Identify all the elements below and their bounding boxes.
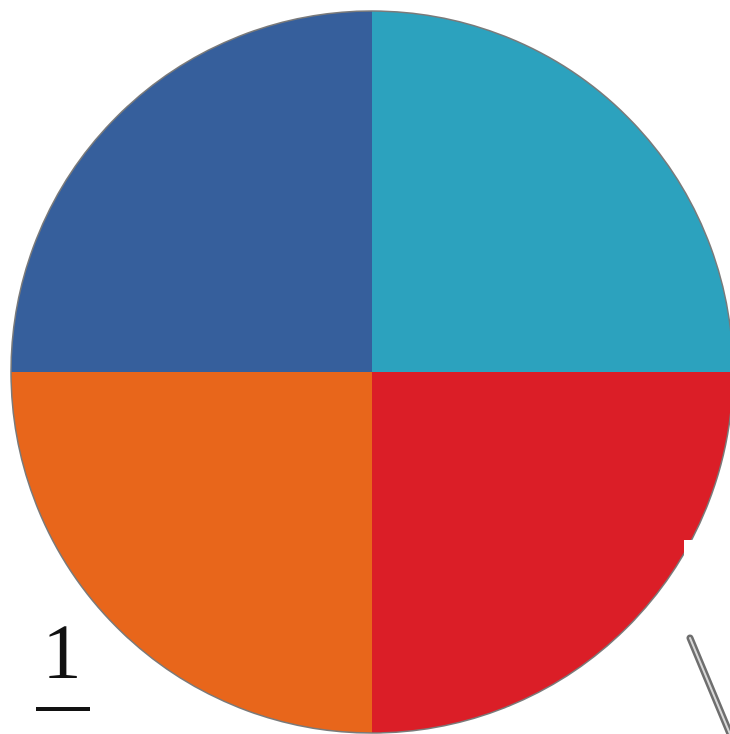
needle-highlight bbox=[689, 637, 730, 734]
fraction-label: 1 bbox=[36, 608, 90, 711]
fraction-numerator: 1 bbox=[43, 608, 82, 695]
quadrant-top-left bbox=[11, 11, 372, 372]
quadrant-top-right bbox=[372, 11, 730, 372]
edge-notch bbox=[684, 540, 730, 620]
quarters-circle bbox=[10, 10, 730, 734]
fraction-bar bbox=[36, 707, 90, 711]
quadrant-bottom-left bbox=[11, 372, 372, 733]
circle-outline bbox=[10, 10, 730, 734]
quadrant-bottom-right bbox=[372, 372, 730, 733]
pointer-needle bbox=[686, 634, 730, 734]
